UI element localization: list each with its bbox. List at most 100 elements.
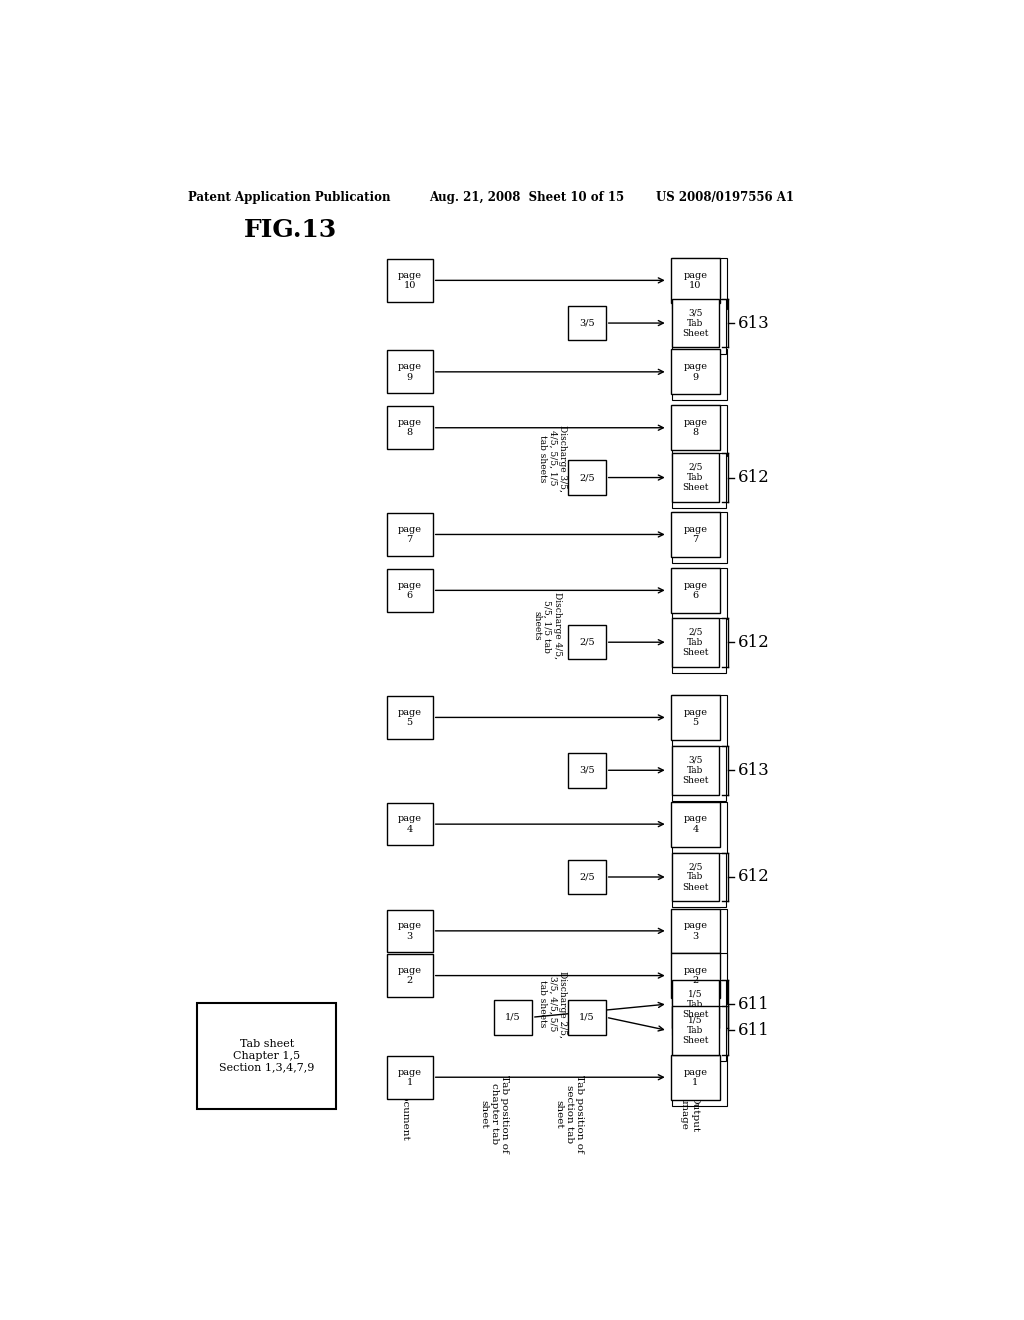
Text: Tab position of
chapter tab
sheet: Tab position of chapter tab sheet bbox=[479, 1074, 509, 1152]
Bar bbox=[673, 1006, 726, 1061]
Bar bbox=[673, 746, 726, 801]
Bar bbox=[494, 1001, 531, 1035]
Bar bbox=[671, 568, 720, 612]
Text: Aug. 21, 2008  Sheet 10 of 15: Aug. 21, 2008 Sheet 10 of 15 bbox=[430, 190, 625, 203]
Text: page
1: page 1 bbox=[397, 1068, 422, 1086]
Text: page
7: page 7 bbox=[683, 525, 708, 544]
Bar bbox=[671, 350, 720, 395]
Text: 3/5
Tab
Sheet: 3/5 Tab Sheet bbox=[682, 755, 709, 785]
Bar bbox=[567, 461, 606, 495]
Bar bbox=[671, 1055, 720, 1100]
Bar bbox=[672, 696, 727, 746]
Text: 1/5: 1/5 bbox=[505, 1012, 521, 1022]
Bar bbox=[387, 954, 433, 997]
Text: 2/5
Tab
Sheet: 2/5 Tab Sheet bbox=[682, 627, 709, 657]
Bar bbox=[671, 908, 720, 953]
Bar bbox=[387, 351, 433, 393]
Text: 1/5
Tab
Sheet: 1/5 Tab Sheet bbox=[682, 1015, 709, 1045]
Text: 612: 612 bbox=[737, 634, 769, 651]
Text: page
2: page 2 bbox=[397, 966, 422, 985]
Text: 612: 612 bbox=[737, 869, 769, 886]
Bar bbox=[672, 257, 727, 309]
Text: Discharge 3/5,
4/5, 5/5, 1/5
tab sheets: Discharge 3/5, 4/5, 5/5, 1/5 tab sheets bbox=[538, 425, 567, 491]
Text: 613: 613 bbox=[737, 314, 769, 331]
Bar bbox=[672, 979, 719, 1028]
Text: Tab position of
section tab
sheet: Tab position of section tab sheet bbox=[555, 1074, 585, 1152]
Bar bbox=[673, 853, 726, 907]
Text: 1/5: 1/5 bbox=[579, 1012, 595, 1022]
Bar bbox=[673, 618, 726, 673]
Bar bbox=[672, 746, 719, 795]
Bar bbox=[671, 801, 720, 846]
Bar bbox=[567, 306, 606, 341]
Text: page
4: page 4 bbox=[683, 814, 708, 834]
Bar bbox=[672, 568, 727, 619]
Text: page
9: page 9 bbox=[397, 362, 422, 381]
Text: FIG.13: FIG.13 bbox=[244, 218, 337, 242]
Text: 2/5
Tab
Sheet: 2/5 Tab Sheet bbox=[682, 462, 709, 492]
Bar bbox=[567, 752, 606, 788]
Bar bbox=[672, 1055, 727, 1106]
Bar bbox=[672, 908, 727, 960]
Text: 613: 613 bbox=[737, 762, 769, 779]
Bar bbox=[387, 909, 433, 952]
Bar bbox=[671, 953, 720, 998]
Text: 612: 612 bbox=[737, 469, 769, 486]
Text: page
10: page 10 bbox=[397, 271, 422, 290]
Bar bbox=[672, 1006, 719, 1055]
Text: 3/5
Tab
Sheet: 3/5 Tab Sheet bbox=[682, 308, 709, 338]
Bar bbox=[673, 453, 726, 508]
Bar bbox=[672, 298, 719, 347]
Text: page
7: page 7 bbox=[397, 525, 422, 544]
Text: Output
image: Output image bbox=[680, 1096, 699, 1133]
Text: page
6: page 6 bbox=[683, 581, 708, 601]
Bar bbox=[672, 853, 719, 902]
Bar bbox=[672, 405, 727, 457]
Text: page
10: page 10 bbox=[683, 271, 708, 290]
Bar bbox=[387, 259, 433, 302]
Bar bbox=[671, 512, 720, 557]
Text: page
1: page 1 bbox=[683, 1068, 708, 1086]
Text: 2/5: 2/5 bbox=[579, 473, 595, 482]
Text: 611: 611 bbox=[737, 995, 769, 1012]
Bar bbox=[672, 801, 727, 853]
Bar bbox=[673, 979, 726, 1035]
Text: 3/5: 3/5 bbox=[579, 766, 595, 775]
Bar bbox=[673, 298, 726, 354]
Text: page
5: page 5 bbox=[397, 708, 422, 727]
Text: Tab sheet
Chapter 1,5
Section 1,3,4,7,9: Tab sheet Chapter 1,5 Section 1,3,4,7,9 bbox=[219, 1039, 314, 1072]
Text: page
2: page 2 bbox=[683, 966, 708, 985]
Bar bbox=[387, 1056, 433, 1098]
Bar bbox=[671, 257, 720, 302]
Bar bbox=[198, 1002, 336, 1109]
Text: page
8: page 8 bbox=[397, 418, 422, 437]
Text: 1/5
Tab
Sheet: 1/5 Tab Sheet bbox=[682, 989, 709, 1019]
Text: Patent Application Publication: Patent Application Publication bbox=[187, 190, 390, 203]
Bar bbox=[671, 405, 720, 450]
Bar bbox=[387, 803, 433, 846]
Text: 2/5: 2/5 bbox=[579, 638, 595, 647]
Bar bbox=[567, 1001, 606, 1035]
Text: US 2008/0197556 A1: US 2008/0197556 A1 bbox=[655, 190, 794, 203]
Text: page
6: page 6 bbox=[397, 581, 422, 601]
Text: page
9: page 9 bbox=[683, 362, 708, 381]
Text: page
4: page 4 bbox=[397, 814, 422, 834]
Bar bbox=[672, 618, 719, 667]
Bar bbox=[387, 569, 433, 611]
Bar bbox=[567, 624, 606, 660]
Bar bbox=[387, 513, 433, 556]
Text: page
5: page 5 bbox=[683, 708, 708, 727]
Bar bbox=[672, 350, 727, 400]
Bar bbox=[671, 696, 720, 739]
Text: page
8: page 8 bbox=[683, 418, 708, 437]
Text: 3/5: 3/5 bbox=[579, 318, 595, 327]
Bar bbox=[672, 512, 727, 562]
Text: page
3: page 3 bbox=[683, 921, 708, 941]
Text: 2/5
Tab
Sheet: 2/5 Tab Sheet bbox=[682, 862, 709, 892]
Bar bbox=[567, 859, 606, 894]
Bar bbox=[672, 953, 727, 1005]
Text: 611: 611 bbox=[737, 1022, 769, 1039]
Text: page
3: page 3 bbox=[397, 921, 422, 941]
Text: Document: Document bbox=[400, 1086, 410, 1140]
Bar bbox=[672, 453, 719, 502]
